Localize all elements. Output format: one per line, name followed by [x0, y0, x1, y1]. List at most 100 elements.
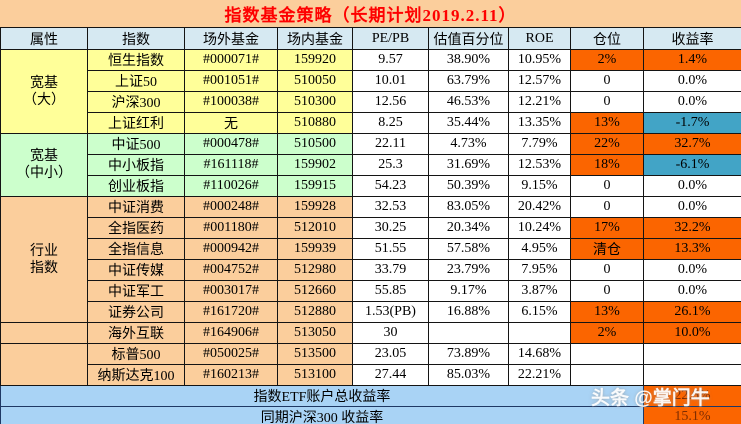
- index-name-cell: 纳斯达克100: [87, 364, 185, 386]
- roe-cell: [508, 322, 571, 344]
- table-row: 宽基 （大） 恒生指数 #000071# 159920 9.57 38.90% …: [0, 49, 741, 134]
- otc-fund-cell: #000071#: [184, 49, 278, 71]
- otc-fund-cell: #161720#: [184, 301, 278, 323]
- pe-cell: 22.11: [352, 133, 429, 155]
- roe-cell: 9.15%: [508, 175, 571, 197]
- return-cell: 0.0%: [643, 259, 741, 281]
- pe-cell: 1.53(PB): [352, 301, 429, 323]
- column-header-exchange-fund: 场内基金: [277, 27, 353, 50]
- position-cell: 0: [570, 175, 644, 197]
- roe-cell: 3.87%: [508, 280, 571, 302]
- table-row: 中小板指 #161118# 159902 25.3 31.69% 12.53% …: [1, 154, 741, 176]
- return-cell: [643, 364, 741, 386]
- pe-cell: 32.53: [352, 196, 429, 218]
- percentile-cell: 16.88%: [428, 301, 509, 323]
- percentile-cell: 85.03%: [428, 364, 509, 386]
- roe-cell: 7.79%: [508, 133, 571, 155]
- group-cell-sector-index: 行业 指数: [0, 196, 88, 323]
- percentile-cell: 9.17%: [428, 280, 509, 302]
- index-name-cell: 创业板指: [87, 175, 185, 197]
- exchange-fund-cell: 159915: [277, 175, 353, 197]
- pe-cell: 33.79: [352, 259, 429, 281]
- roe-cell: 12.57%: [508, 70, 571, 92]
- index-name-cell: 标普500: [87, 343, 185, 365]
- roe-cell: 4.95%: [508, 238, 571, 260]
- percentile-cell: 38.90%: [428, 49, 509, 71]
- pe-cell: 12.56: [352, 91, 429, 113]
- position-cell: 0: [570, 196, 644, 218]
- exchange-fund-cell: 159939: [277, 238, 353, 260]
- exchange-fund-cell: 513500: [277, 343, 353, 365]
- pe-cell: 25.3: [352, 154, 429, 176]
- index-name-cell: 全指信息: [87, 238, 185, 260]
- otc-fund-cell: #003017#: [184, 280, 278, 302]
- table-row: 宽基 （中小） 中证500 #000478# 510500 22.11 4.73…: [0, 133, 741, 197]
- percentile-cell: 50.39%: [428, 175, 509, 197]
- pe-cell: 9.57: [352, 49, 429, 71]
- exchange-fund-cell: 159920: [277, 49, 353, 71]
- group-cell-empty-2: [0, 343, 88, 386]
- otc-fund-cell: #050025#: [184, 343, 278, 365]
- percentile-cell: 46.53%: [428, 91, 509, 113]
- return-cell: 32.7%: [643, 133, 741, 155]
- return-cell: 0.0%: [643, 280, 741, 302]
- roe-cell: 10.95%: [508, 49, 571, 71]
- column-header-roe: ROE: [508, 27, 571, 50]
- position-cell: 22%: [570, 133, 644, 155]
- percentile-cell: 63.79%: [428, 70, 509, 92]
- exchange-fund-cell: 512010: [277, 217, 353, 239]
- group-cell-broad-cap-mid-small: 宽基 （中小）: [0, 133, 88, 197]
- exchange-fund-cell: 159902: [277, 154, 353, 176]
- otc-fund-cell: #110026#: [184, 175, 278, 197]
- index-name-cell: 上证50: [87, 70, 185, 92]
- index-name-cell: 中证传媒: [87, 259, 185, 281]
- return-cell: 0.0%: [643, 196, 741, 218]
- exchange-fund-cell: 510880: [277, 112, 353, 134]
- pe-cell: 8.25: [352, 112, 429, 134]
- pe-cell: 10.01: [352, 70, 429, 92]
- exchange-fund-cell: 159928: [277, 196, 353, 218]
- table-row: 标普500 #050025# 513500 23.05 73.89% 14.68…: [0, 343, 741, 386]
- index-name-cell: 上证红利: [87, 112, 185, 134]
- column-header-return: 收益率: [643, 27, 741, 50]
- pe-cell: 27.44: [352, 364, 429, 386]
- otc-fund-cell: #161118#: [184, 154, 278, 176]
- column-header-position: 仓位: [570, 27, 644, 50]
- table-row: 纳斯达克100 #160213# 513100 27.44 85.03% 22.…: [1, 364, 741, 386]
- percentile-cell: 31.69%: [428, 154, 509, 176]
- column-header-index: 指数: [87, 27, 185, 50]
- return-cell: [643, 343, 741, 365]
- percentile-cell: 35.44%: [428, 112, 509, 134]
- roe-cell: 22.21%: [508, 364, 571, 386]
- footer-value: 22.6%: [643, 385, 741, 407]
- return-cell: 1.4%: [643, 49, 741, 71]
- position-cell: 17%: [570, 217, 644, 239]
- footer-row-total-return: 指数ETF账户总收益率 22.6%: [0, 385, 741, 407]
- exchange-fund-cell: 510050: [277, 70, 353, 92]
- table-row: 沪深300 #100038# 510300 12.56 46.53% 12.21…: [1, 91, 741, 113]
- pe-cell: 23.05: [352, 343, 429, 365]
- otc-fund-cell: #001051#: [184, 70, 278, 92]
- otc-fund-cell: #001180#: [184, 217, 278, 239]
- column-header-otc-fund: 场外基金: [184, 27, 278, 50]
- percentile-cell: [428, 322, 509, 344]
- roe-cell: 14.68%: [508, 343, 571, 365]
- footer-label: 同期沪深300 收益率: [0, 406, 644, 424]
- return-cell: 0.0%: [643, 91, 741, 113]
- group-cell-broad-cap-large: 宽基 （大）: [0, 49, 88, 134]
- exchange-fund-cell: 512660: [277, 280, 353, 302]
- position-cell: 清仓: [570, 238, 644, 260]
- index-name-cell: 中小板指: [87, 154, 185, 176]
- percentile-cell: 4.73%: [428, 133, 509, 155]
- exchange-fund-cell: 510300: [277, 91, 353, 113]
- group-cell-empty-1: [0, 322, 88, 344]
- pe-cell: 30: [352, 322, 429, 344]
- column-header-pe-pb: PE/PB: [352, 27, 429, 50]
- percentile-cell: 83.05%: [428, 196, 509, 218]
- roe-cell: 12.53%: [508, 154, 571, 176]
- exchange-fund-cell: 510500: [277, 133, 353, 155]
- position-cell: 0: [570, 70, 644, 92]
- position-cell: 0: [570, 91, 644, 113]
- position-cell: 18%: [570, 154, 644, 176]
